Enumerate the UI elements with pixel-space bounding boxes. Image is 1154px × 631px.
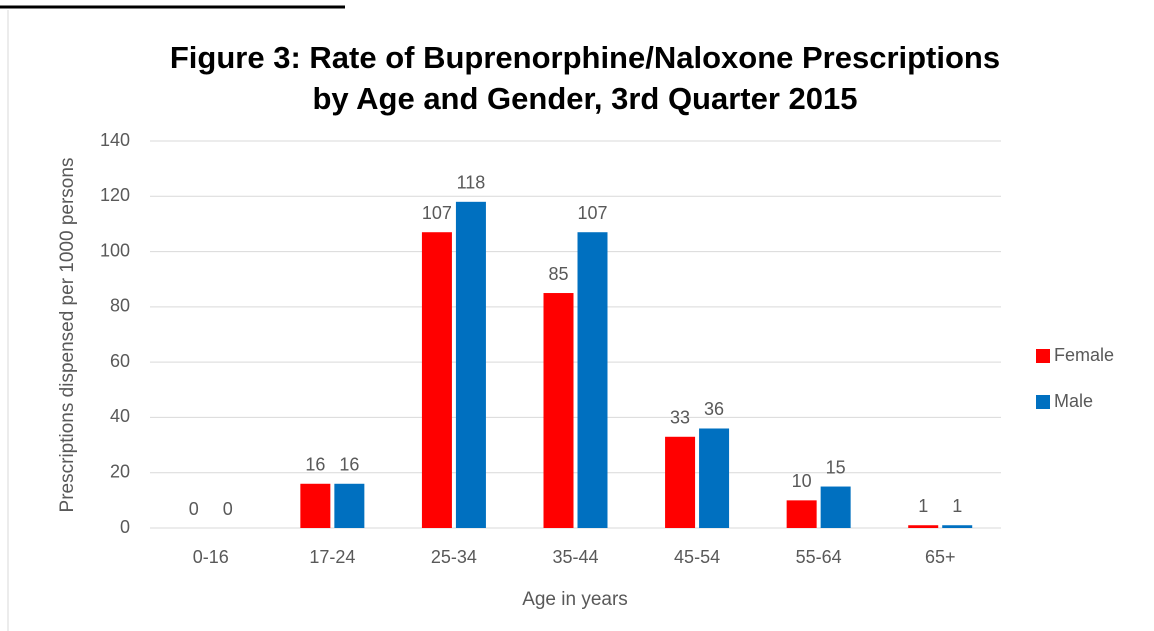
data-label: 107 (422, 203, 452, 223)
y-tick-label: 40 (110, 406, 130, 426)
bar (334, 483, 365, 528)
data-label: 16 (339, 455, 359, 475)
bar (786, 500, 817, 528)
data-label: 0 (189, 499, 199, 519)
data-label: 16 (305, 455, 325, 475)
chart-subtitle: by Age and Gender, 3rd Quarter 2015 (313, 81, 858, 116)
bar (942, 525, 973, 528)
data-label: 1 (952, 496, 962, 516)
data-label: 118 (457, 173, 486, 193)
y-tick-label: 20 (110, 461, 130, 481)
y-tick-label: 140 (100, 130, 130, 150)
data-label: 15 (826, 457, 846, 477)
bar (455, 201, 486, 529)
x-tick-label: 65+ (925, 547, 956, 567)
bar (300, 483, 331, 528)
bar (577, 232, 608, 528)
x-axis-title: Age in years (522, 589, 628, 610)
x-tick-label: 45-54 (674, 547, 720, 567)
bar (665, 436, 696, 528)
data-label: 1 (918, 496, 928, 516)
bar (820, 486, 851, 528)
legend-swatch (1036, 349, 1050, 363)
y-tick-label: 80 (110, 296, 130, 316)
y-tick-label: 60 (110, 351, 130, 371)
y-axis-title: Prescriptions dispensed per 1000 persons (57, 158, 78, 513)
data-label: 107 (577, 203, 607, 223)
data-label: 10 (792, 471, 812, 491)
x-tick-label: 17-24 (309, 547, 355, 567)
bar (908, 525, 939, 528)
bar (421, 232, 452, 528)
x-tick-label: 0-16 (193, 547, 229, 567)
legend-label: Female (1054, 345, 1114, 365)
y-tick-label: 100 (100, 240, 130, 260)
x-tick-label: 55-64 (796, 547, 842, 567)
x-tick-label: 25-34 (431, 547, 477, 567)
legend-swatch (1036, 395, 1050, 409)
data-label: 33 (670, 408, 690, 428)
legend-label: Male (1054, 391, 1093, 411)
y-tick-label: 0 (120, 517, 130, 537)
chart-title: Figure 3: Rate of Buprenorphine/Naloxone… (170, 40, 1000, 75)
bar (699, 428, 730, 528)
data-label: 85 (548, 264, 568, 284)
data-label: 0 (223, 499, 233, 519)
x-tick-label: 35-44 (552, 547, 598, 567)
data-label: 36 (704, 399, 724, 419)
y-tick-label: 120 (100, 185, 130, 205)
bar (543, 293, 574, 528)
